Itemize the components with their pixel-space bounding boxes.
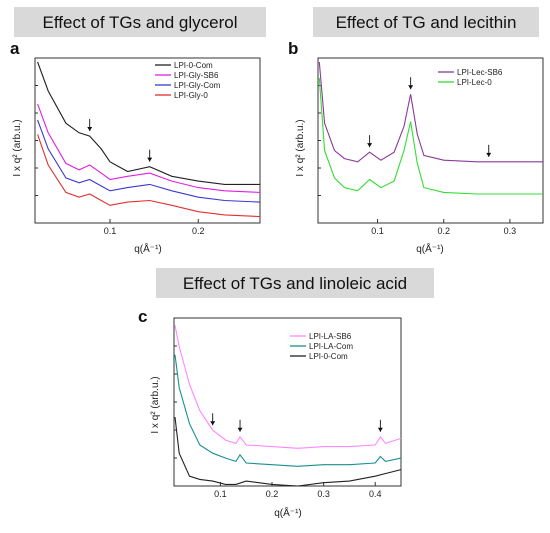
- panel-c-series-line: [174, 417, 402, 487]
- panel-c-peak-arrowhead: [237, 427, 243, 432]
- panel-a-peak-arrowhead: [147, 157, 153, 162]
- panel-b-frame: [317, 57, 544, 224]
- panel-c-title-banner: [156, 268, 434, 298]
- panel-b-letter: b: [288, 39, 298, 58]
- panel-a-series-line: [37, 103, 261, 193]
- panel-a-xtick-label: 0.1: [104, 226, 117, 236]
- panel-a-series-line: [37, 61, 260, 185]
- panel-a-xtick-label: 0.2: [192, 226, 205, 236]
- panel-b-peak-arrowhead: [367, 143, 373, 148]
- panel-c-series-line: [174, 325, 402, 449]
- panel-c-series-line: [174, 354, 402, 467]
- panel-c-legend-entry: LPI-LA-Com: [309, 342, 353, 351]
- panel-a-peak-arrowhead: [87, 127, 93, 132]
- panel-c: Effect of TGs and linoleic acid c q(Å⁻¹)…: [138, 268, 434, 519]
- panel-a-frame: [34, 57, 261, 224]
- panel-b-xtick-label: 0.1: [371, 226, 384, 236]
- panel-c-title: Effect of TGs and linoleic acid: [183, 274, 407, 293]
- panel-a: Effect of TGs and glycerol a q(Å⁻¹) I x …: [10, 7, 266, 255]
- panel-b-legend-entry: LPI-Lec-SB6: [457, 68, 503, 77]
- panel-a-legend-entry: LPI-Gly-Com: [174, 81, 221, 90]
- panel-b-peak-arrowhead: [408, 85, 414, 90]
- panel-c-peak-arrowhead: [377, 427, 383, 432]
- panel-a-ylabel: I x q² (arb.u.): [12, 119, 23, 176]
- panel-a-title: Effect of TGs and glycerol: [43, 13, 238, 32]
- panel-c-legend-entry: LPI-0-Com: [309, 352, 348, 361]
- panel-c-letter: c: [138, 307, 147, 326]
- panel-b-series-line: [318, 61, 543, 163]
- panel-c-peak-arrowhead: [210, 421, 216, 426]
- panel-c-xtick-label: 0.3: [317, 489, 330, 499]
- panel-c-frame: [173, 317, 402, 487]
- panel-b-peak-arrowhead: [486, 152, 492, 157]
- panel-a-title-banner: [14, 7, 266, 37]
- panel-c-legend-entry: LPI-LA-SB6: [309, 332, 352, 341]
- panel-c-plot-area: 0.1 0.2 0.3 0.4 LPI-LA-SB6LPI-LA-ComLPI-0-Co…: [174, 325, 402, 499]
- panel-b-legend-entry: LPI-Lec-0: [457, 78, 492, 87]
- panel-a-legend-entry: LPI-Gly-0: [174, 91, 208, 100]
- panel-c-ylabel: I x q² (arb.u.): [150, 376, 161, 433]
- panel-a-series-line: [37, 119, 261, 203]
- panel-c-xtick-label: 0.1: [214, 489, 227, 499]
- panel-a-xlabel: q(Å⁻¹): [134, 242, 162, 255]
- panel-a-series-line: [37, 134, 261, 218]
- panel-b-xlabel: q(Å⁻¹): [416, 242, 444, 255]
- panel-b-title-banner: [313, 7, 539, 37]
- panel-b-ylabel: I x q² (arb.u.): [295, 119, 306, 176]
- panel-b-series-line: [318, 78, 543, 195]
- panel-a-legend-entry: LPI-0-Com: [174, 61, 213, 70]
- panel-a-letter: a: [10, 39, 20, 58]
- panel-b-xtick-label: 0.3: [504, 226, 517, 236]
- panel-b-xtick-label: 0.2: [437, 226, 450, 236]
- panel-c-xtick-label: 0.4: [369, 489, 382, 499]
- panel-b: Effect of TG and lecithin b q(Å⁻¹) I x q…: [288, 7, 544, 255]
- panel-b-title: Effect of TG and lecithin: [336, 13, 517, 32]
- panel-a-plot-area: 0.1 0.2 LPI-0-ComLPI-Gly-SB6LPI-Gly-ComLPI…: [35, 61, 261, 236]
- panel-c-xtick-label: 0.2: [266, 489, 279, 499]
- panel-c-xlabel: q(Å⁻¹): [274, 506, 302, 519]
- panel-a-legend-entry: LPI-Gly-SB6: [174, 71, 219, 80]
